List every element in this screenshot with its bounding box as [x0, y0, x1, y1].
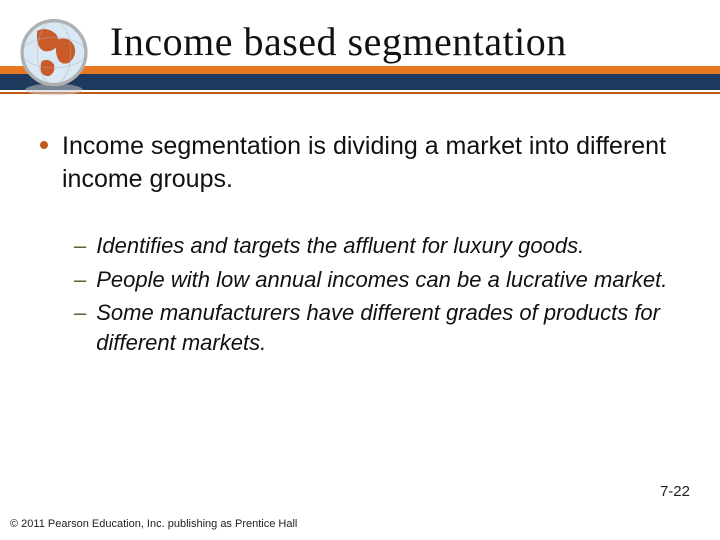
- main-bullet: Income segmentation is dividing a market…: [40, 130, 680, 195]
- header-band: [0, 66, 720, 94]
- sub-bullet-text: Some manufacturers have different grades…: [96, 298, 680, 357]
- sub-bullet: – Some manufacturers have different grad…: [74, 298, 680, 357]
- globe-icon: [12, 14, 96, 98]
- band-thin: [0, 92, 720, 94]
- dash-icon: –: [74, 231, 86, 261]
- sub-bullet-text: Identifies and targets the affluent for …: [96, 231, 584, 261]
- copyright: © 2011 Pearson Education, Inc. publishin…: [10, 518, 297, 530]
- slide-content: Income segmentation is dividing a market…: [40, 130, 680, 362]
- page-number: 7-22: [660, 483, 690, 500]
- sub-bullet-text: People with low annual incomes can be a …: [96, 265, 667, 295]
- sub-bullet-list: – Identifies and targets the affluent fo…: [74, 231, 680, 358]
- dash-icon: –: [74, 265, 86, 295]
- slide-title: Income based segmentation: [110, 18, 700, 65]
- main-bullet-text: Income segmentation is dividing a market…: [62, 130, 680, 195]
- sub-bullet: – Identifies and targets the affluent fo…: [74, 231, 680, 261]
- sub-bullet: – People with low annual incomes can be …: [74, 265, 680, 295]
- band-navy: [0, 74, 720, 90]
- bullet-dot-icon: [40, 141, 48, 149]
- dash-icon: –: [74, 298, 86, 328]
- band-orange: [0, 66, 720, 74]
